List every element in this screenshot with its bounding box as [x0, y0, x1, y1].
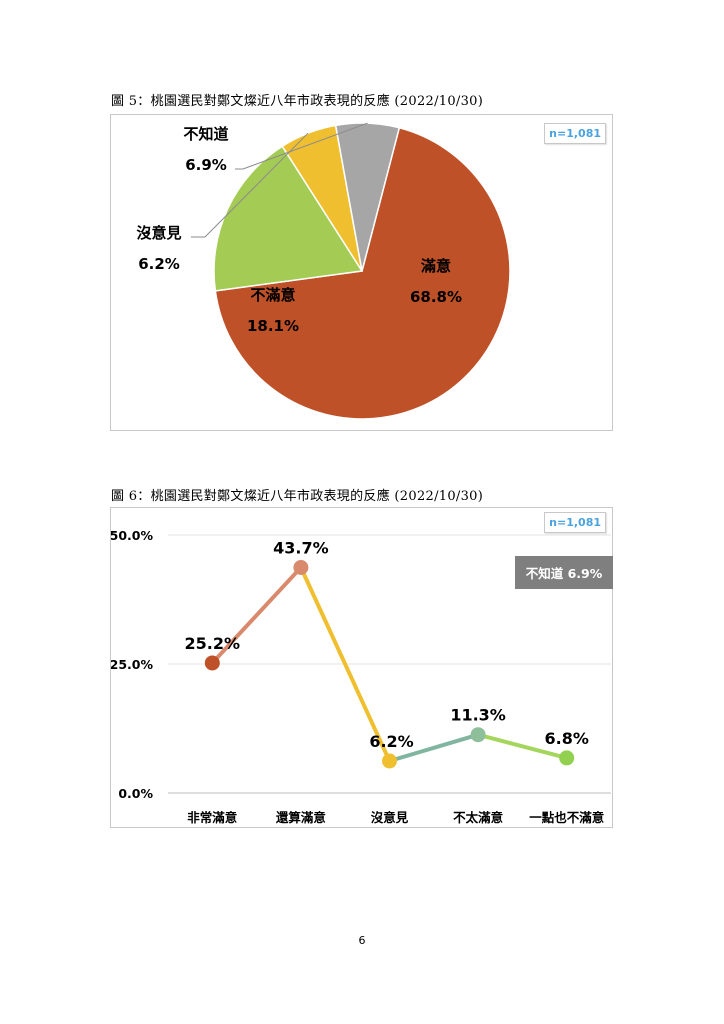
y-tick-label: 25.0%	[111, 657, 153, 672]
pie-value-satisfied: 68.8%	[410, 288, 462, 306]
data-point	[204, 655, 220, 671]
x-tick-label: 不太滿意	[453, 810, 503, 825]
line-segment	[210, 565, 303, 665]
figure6-sample-size: n=1,081	[544, 512, 606, 533]
pie-slice-satisfied	[214, 126, 511, 420]
figure6-title: 圖 6：桃園選民對鄭文燦近八年市政表現的反應 (2022/10/30)	[111, 489, 484, 504]
line-segment	[476, 732, 569, 760]
data-point	[382, 753, 397, 769]
y-tick-label: 0.0%	[118, 786, 153, 801]
data-label: 6.2%	[369, 732, 413, 751]
pie-value-dissatisfied: 18.1%	[247, 317, 299, 335]
data-point	[470, 727, 486, 743]
figure5-title: 圖 5：桃園選民對鄭文燦近八年市政表現的反應 (2022/10/30)	[111, 94, 484, 109]
pie-value-no-opinion: 6.2%	[138, 255, 180, 273]
line-segment	[387, 732, 481, 764]
page-number: 6	[358, 934, 366, 947]
line-segment	[298, 565, 392, 764]
data-label: 43.7%	[273, 539, 329, 558]
pie-chart-frame: 滿意 68.8% 不滿意 18.1% 沒意見 6.2% 不知道 6.9% n=1,081	[110, 114, 613, 431]
figure5-sample-size: n=1,081	[544, 123, 606, 144]
x-tick-label: 非常滿意	[187, 810, 237, 825]
leader-line-no-opinion	[191, 132, 309, 238]
x-tick-label: 沒意見	[371, 810, 409, 825]
dont-know-badge	[515, 556, 613, 589]
line-chart-frame: 0.0% 25.0% 50.0% 25.2% 非常滿意 43.7% 還算滿意 6.2% 沒意見 1…	[110, 507, 613, 828]
y-tick-label: 50.0%	[111, 528, 153, 543]
data-label: 6.8%	[545, 729, 589, 748]
leader-line-dont-know	[235, 122, 368, 170]
pie-slice-dissatisfied	[213, 145, 364, 292]
x-tick-label: 還算滿意	[276, 810, 326, 825]
pie-label-satisfied: 滿意	[421, 257, 451, 275]
pie-label-no-opinion: 沒意見	[136, 224, 181, 242]
data-label: 11.3%	[450, 706, 506, 725]
pie-value-dont-know: 6.9%	[185, 156, 227, 174]
dont-know-badge-label: 不知道 6.9%	[526, 566, 603, 581]
line-chart: 0.0% 25.0% 50.0% 25.2% 非常滿意 43.7% 還算滿意 6.2% 沒意見 1…	[111, 528, 613, 825]
pie-chart: 滿意 68.8% 不滿意 18.1% 沒意見 6.2% 不知道 6.9%	[136, 122, 511, 420]
pie-label-dont-know: 不知道	[183, 125, 228, 143]
data-label: 25.2%	[185, 634, 241, 653]
x-tick-label: 一點也不滿意	[529, 810, 604, 825]
data-point	[293, 560, 309, 576]
pie-label-dissatisfied: 不滿意	[250, 286, 295, 304]
data-point	[559, 750, 575, 766]
